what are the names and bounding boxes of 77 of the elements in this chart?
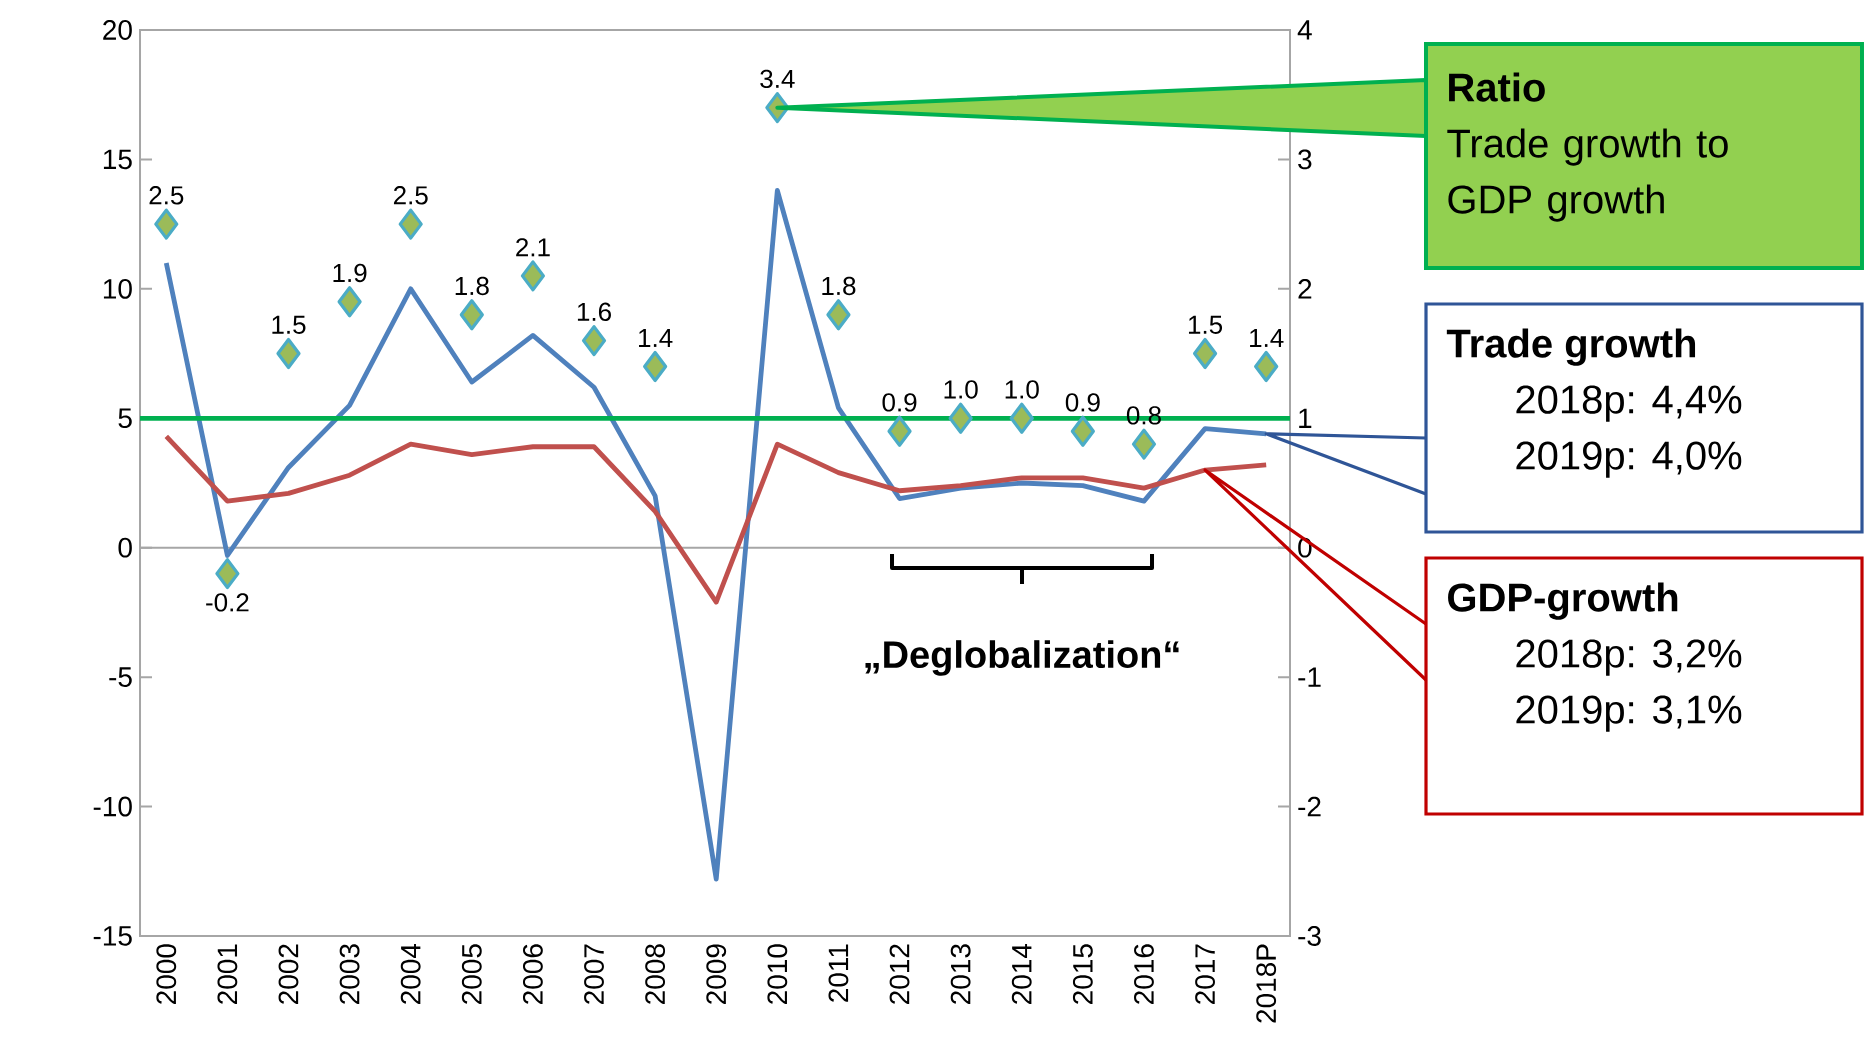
- point: [887, 415, 912, 447]
- x-tick-label: 2013: [950, 944, 971, 1004]
- data-label: 1.5: [272, 315, 306, 334]
- text: 2019p: 4,0%: [1516, 441, 1742, 478]
- point: [1131, 428, 1157, 460]
- point: [520, 260, 546, 292]
- data-label: 1.0: [944, 380, 978, 399]
- x-tick-label: 2004: [400, 943, 421, 1004]
- x-tick-label: 2008: [645, 944, 666, 1004]
- y-tick-label: 0: [118, 537, 132, 558]
- data-label: 2.1: [516, 238, 550, 257]
- point: [643, 350, 668, 383]
- point: [1070, 415, 1095, 447]
- text: Ratio: [1449, 72, 1545, 102]
- x-tick-label: 2002: [278, 944, 299, 1004]
- x-tick-label: 2018P: [1256, 944, 1277, 1023]
- point: [398, 208, 423, 240]
- x-tick-label: 2017: [1195, 944, 1215, 1004]
- x-tick-label: 2009: [706, 944, 727, 1004]
- text: Trade growth: [1446, 328, 1696, 366]
- data-label: 1.0: [1005, 380, 1039, 399]
- point: [215, 557, 240, 590]
- y2-tick-label: 2: [1298, 279, 1312, 299]
- data-label: 1.4: [1250, 329, 1284, 347]
- text: 2019p: 3,1%: [1516, 695, 1742, 732]
- y-tick-label: -5: [109, 667, 132, 687]
- data-label: 1.8: [455, 276, 489, 296]
- y-tick-label: 5: [118, 408, 132, 429]
- point: [459, 299, 484, 331]
- text: 2018p: 3,2%: [1516, 639, 1742, 676]
- y-tick-label: 20: [103, 20, 132, 40]
- point: [1009, 402, 1034, 434]
- point: [581, 325, 607, 357]
- point: [1254, 350, 1279, 383]
- data-label: 1.6: [577, 302, 611, 322]
- text: 2018p: 4,4%: [1516, 385, 1742, 422]
- x-tick-label: 2003: [339, 944, 360, 1004]
- x-tick-label: 2005: [461, 944, 482, 1004]
- x-tick-label: 2011: [828, 944, 849, 1002]
- y-tick-label: -10: [93, 796, 132, 817]
- x-tick-label: 2001: [217, 944, 238, 1004]
- y2-tick-label: 4: [1297, 20, 1312, 40]
- y-tick-label: -15: [93, 926, 132, 946]
- text: Trade growth to GDP growth: [1447, 128, 1728, 222]
- x-tick-label: 2015: [1072, 944, 1093, 1004]
- data-label: 0.9: [1065, 393, 1100, 412]
- x-tick-label: 2007: [584, 944, 604, 1004]
- x-tick-label: 2006: [522, 944, 543, 1004]
- data-label: 2.5: [149, 186, 184, 205]
- text: GDP-growth: [1448, 582, 1678, 620]
- y-tick-label: 15: [103, 149, 132, 170]
- point: [826, 299, 851, 331]
- y2-tick-label: -2: [1298, 796, 1321, 817]
- x-tick-label: 2014: [1011, 943, 1032, 1004]
- x-tick-label: 2016: [1134, 944, 1154, 1004]
- y2-tick-label: -1: [1298, 667, 1321, 687]
- point: [276, 337, 301, 370]
- data-label: 2.5: [393, 186, 428, 205]
- y2-tick-label: -3: [1298, 926, 1321, 946]
- data-label: 1.8: [822, 276, 856, 296]
- data-label: 3.4: [760, 69, 795, 89]
- data-label: 1.4: [639, 329, 673, 347]
- data-label: 0.9: [882, 393, 917, 412]
- point: [1192, 337, 1218, 370]
- data-label: -0.2: [206, 593, 249, 612]
- y2-tick-label: 1: [1299, 408, 1312, 428]
- x-tick-label: 2000: [156, 944, 177, 1004]
- x-tick-label: 2010: [767, 944, 788, 1004]
- point: [337, 286, 362, 318]
- data-label: 1.5: [1188, 315, 1223, 334]
- x-tick-label: 2012: [889, 944, 910, 1004]
- annotation: „Deglobalization“: [865, 640, 1179, 676]
- data-label: 1.9: [333, 263, 367, 283]
- point: [948, 402, 973, 434]
- y-tick-label: 10: [103, 278, 132, 299]
- point: [154, 208, 179, 240]
- y2-tick-label: 3: [1298, 149, 1312, 170]
